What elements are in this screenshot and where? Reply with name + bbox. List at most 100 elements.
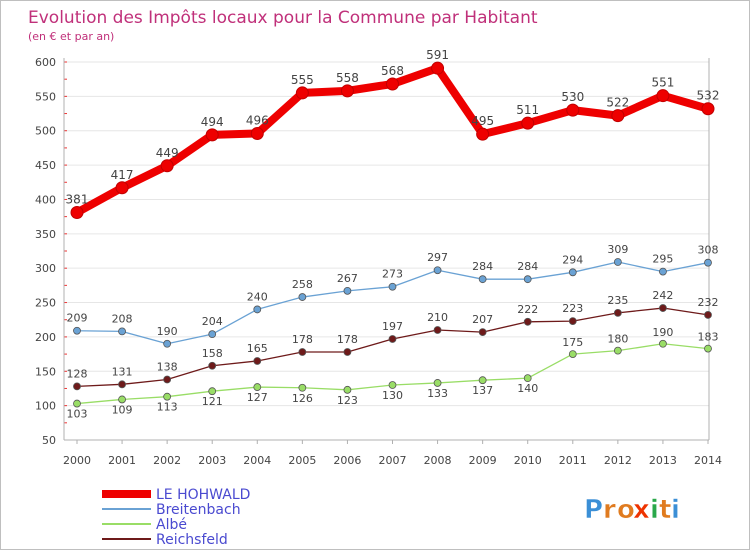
data-point xyxy=(115,181,129,195)
data-label: 284 xyxy=(472,260,493,273)
y-tick-label: 500 xyxy=(35,125,56,138)
x-tick-label: 2000 xyxy=(63,454,91,467)
data-point xyxy=(253,383,262,391)
data-label: 294 xyxy=(562,253,583,266)
y-tick-label: 200 xyxy=(35,331,56,344)
data-point xyxy=(433,379,442,387)
logo-letter: i xyxy=(671,495,680,525)
logo-letter: t xyxy=(659,495,671,525)
data-label: 127 xyxy=(247,391,268,404)
logo-letter: i xyxy=(650,495,659,525)
data-label: 138 xyxy=(157,361,178,374)
legend-label: Breitenbach xyxy=(156,502,241,518)
data-point xyxy=(613,346,622,355)
data-label: 210 xyxy=(427,311,448,324)
x-tick-label: 2011 xyxy=(559,454,587,467)
x-tick-label: 2003 xyxy=(198,454,226,467)
data-label: 209 xyxy=(67,312,88,325)
data-label: 123 xyxy=(337,394,358,407)
data-point xyxy=(566,103,580,117)
data-point xyxy=(205,128,219,142)
data-point xyxy=(659,267,667,276)
data-point xyxy=(253,357,262,365)
data-label: 121 xyxy=(202,395,223,408)
data-label: 295 xyxy=(652,253,673,266)
grid-layer xyxy=(64,61,709,441)
data-point xyxy=(568,350,577,358)
data-label: 235 xyxy=(607,294,628,307)
data-label: 309 xyxy=(607,243,628,256)
data-point xyxy=(568,268,577,277)
data-point xyxy=(118,380,126,389)
data-label: 551 xyxy=(651,76,674,90)
x-tick-label: 2004 xyxy=(243,454,271,467)
data-point xyxy=(295,86,309,100)
data-point xyxy=(343,385,352,394)
data-point xyxy=(298,293,307,301)
data-label: 284 xyxy=(517,260,538,273)
data-point xyxy=(163,375,172,384)
y-tick-label: 550 xyxy=(35,90,56,103)
y-tick-label: 350 xyxy=(35,228,56,241)
data-point xyxy=(433,326,442,334)
data-point xyxy=(701,102,715,116)
data-point xyxy=(613,258,622,266)
data-label: 258 xyxy=(292,278,313,291)
data-point xyxy=(704,258,712,267)
data-point xyxy=(704,311,712,319)
data-label: 190 xyxy=(157,325,178,338)
data-point xyxy=(70,206,84,220)
data-label: 267 xyxy=(337,272,358,285)
y-tick-label: 450 xyxy=(35,159,56,172)
data-point xyxy=(478,376,487,385)
legend-label: Reichsfeld xyxy=(156,532,228,548)
x-tick-label: 2013 xyxy=(649,454,677,467)
x-tick-label: 2009 xyxy=(469,454,497,467)
data-label: 165 xyxy=(247,342,268,355)
data-label: 183 xyxy=(698,331,719,344)
data-label: 417 xyxy=(111,168,134,182)
data-point xyxy=(704,344,712,353)
data-point xyxy=(523,275,532,284)
data-label: 133 xyxy=(427,387,448,400)
data-label: 522 xyxy=(606,96,629,110)
y-tick-label: 150 xyxy=(35,365,56,378)
data-point xyxy=(388,335,397,343)
x-tick-label: 2005 xyxy=(288,454,316,467)
y-tick-label: 50 xyxy=(42,434,56,447)
data-point xyxy=(568,317,577,326)
axis-layer: 50 100 150 200 250 300 350 400 450 500 550 600 2000 2… xyxy=(35,56,722,467)
data-point xyxy=(118,327,126,336)
data-label: 113 xyxy=(157,401,178,414)
data-label: 137 xyxy=(472,384,493,397)
data-point xyxy=(208,330,217,339)
data-label: 555 xyxy=(291,73,314,87)
data-label: 494 xyxy=(201,115,224,129)
data-point xyxy=(478,328,487,336)
data-point xyxy=(298,348,307,356)
data-point xyxy=(386,77,399,91)
data-label: 208 xyxy=(112,312,133,325)
data-label: 232 xyxy=(698,296,719,309)
data-label: 568 xyxy=(381,64,404,78)
data-point xyxy=(298,383,307,392)
data-label: 591 xyxy=(426,48,449,62)
data-point xyxy=(73,326,81,335)
data-label: 178 xyxy=(292,333,313,346)
data-label: 273 xyxy=(382,268,403,281)
data-point xyxy=(476,127,490,141)
y-tick-label: 300 xyxy=(35,262,56,275)
data-point xyxy=(656,89,670,103)
data-point xyxy=(73,382,81,391)
data-point xyxy=(523,374,532,383)
data-point xyxy=(613,308,622,317)
data-point xyxy=(250,126,264,140)
data-point xyxy=(253,305,262,314)
chart-title: Evolution des Impôts locaux pour la Comm… xyxy=(28,8,538,28)
data-point xyxy=(433,266,442,275)
data-label: 223 xyxy=(562,302,583,315)
data-label: 240 xyxy=(247,290,268,303)
data-label: 207 xyxy=(472,313,493,326)
